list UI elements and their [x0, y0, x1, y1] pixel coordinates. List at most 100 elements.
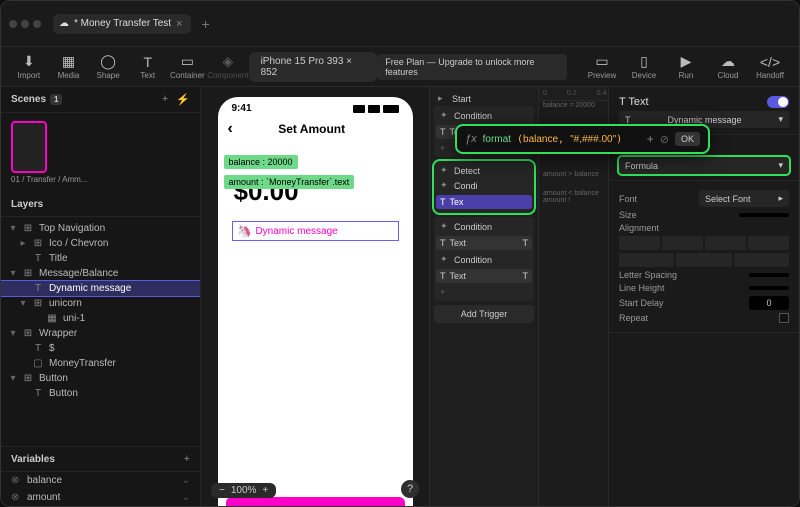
layer-row[interactable]: ▸⊞Ico / Chevron: [1, 236, 200, 251]
layer-row[interactable]: ▾⊞Top Navigation: [1, 221, 200, 236]
clear-icon[interactable]: ⊘: [660, 133, 669, 146]
run-tool[interactable]: ▶Run: [665, 54, 707, 80]
help-button[interactable]: ?: [401, 480, 419, 498]
variables-title: Variables: [11, 454, 55, 465]
visibility-toggle[interactable]: [767, 96, 789, 108]
repeat-checkbox[interactable]: [779, 313, 789, 323]
layer-row[interactable]: TTitle: [1, 251, 200, 266]
add-tab-button[interactable]: +: [197, 15, 215, 33]
alignment-label: Alignment: [619, 223, 659, 233]
layer-row[interactable]: ▦uni-1: [1, 311, 200, 326]
variable-row[interactable]: ⊗balance⌄: [1, 472, 200, 489]
font-label: Font: [619, 194, 637, 204]
layer-row[interactable]: ▾⊞Button: [1, 371, 200, 386]
scenes-count: 1: [50, 94, 62, 105]
upgrade-banner[interactable]: Free Plan — Upgrade to unlock more featu…: [377, 54, 567, 80]
layer-row[interactable]: TButton: [1, 386, 200, 401]
scene-thumb[interactable]: 01 / Transfer / Amm...: [11, 121, 190, 185]
preview-tool[interactable]: ▭Preview: [581, 54, 623, 80]
unicorn-icon: 🦄: [237, 224, 252, 238]
layer-row[interactable]: TDynamic message: [1, 281, 200, 296]
fx-icon: ƒx: [465, 133, 477, 145]
zoom-value: 100%: [231, 485, 257, 496]
start-delay-label: Start Delay: [619, 298, 664, 308]
close-tab-icon[interactable]: ×: [176, 18, 182, 30]
content-mode-dropdown[interactable]: Formula▾: [619, 157, 789, 174]
letter-spacing-field[interactable]: [749, 273, 789, 277]
page-top: ‹ Set Amount: [218, 116, 413, 146]
continue-button[interactable]: Continue: [226, 497, 405, 506]
add-variable-icon[interactable]: +: [184, 453, 190, 465]
component-tool[interactable]: ◈Component: [207, 54, 248, 80]
layer-row[interactable]: T$: [1, 341, 200, 356]
phone-frame: 9:41 ‹ Set Amount balance : 20000 amount…: [218, 97, 413, 506]
layer-row[interactable]: ▢MoneyTransfer: [1, 356, 200, 371]
document-tab[interactable]: ☁ * Money Transfer Test ×: [53, 14, 191, 34]
layer-row[interactable]: ▾⊞Message/Balance: [1, 266, 200, 281]
zoom-control[interactable]: − 100% +: [211, 483, 276, 498]
ok-button[interactable]: OK: [675, 132, 700, 146]
cloud-tool[interactable]: ☁Cloud: [707, 54, 749, 80]
font-selector[interactable]: Select Font▸: [699, 190, 789, 207]
device-selector[interactable]: iPhone 15 Pro 393 × 852: [249, 52, 378, 82]
variable-row[interactable]: ⊗amount⌄: [1, 489, 200, 506]
traffic-lights[interactable]: [9, 20, 41, 28]
size-field[interactable]: [739, 213, 789, 217]
dynamic-message-element[interactable]: 🦄 Dynamic message: [232, 221, 399, 241]
scene-thumb-box: [11, 121, 47, 173]
zoom-in-icon[interactable]: +: [262, 485, 268, 496]
overlay-balance: balance : 20000: [224, 155, 298, 169]
device-preview-tool[interactable]: ▯Device: [623, 54, 665, 80]
toolbar: ⬇Import ▦Media ◯Shape TText ▭Container ◈…: [1, 47, 799, 87]
alignment-segment[interactable]: [619, 236, 789, 250]
layers-list: ▾⊞Top Navigation▸⊞Ico / ChevronTTitle▾⊞M…: [1, 217, 200, 446]
start-delay-field[interactable]: 0: [749, 296, 789, 310]
trigger-block-selected[interactable]: ✦Detect ✦Condi TTex: [434, 161, 534, 213]
layer-row[interactable]: ▾⊞unicorn: [1, 296, 200, 311]
battery-icon: [383, 105, 399, 113]
timeline-note: balance = 20000: [539, 101, 608, 110]
wifi-icon: [368, 105, 380, 113]
add-arg-icon[interactable]: +: [647, 132, 654, 146]
layer-row[interactable]: ▾⊞Wrapper: [1, 326, 200, 341]
container-tool[interactable]: ▭Container: [168, 54, 208, 80]
add-scene-icon[interactable]: +: [162, 93, 168, 106]
letter-spacing-label: Letter Spacing: [619, 270, 677, 280]
signal-icon: [353, 105, 365, 113]
statusbar-time: 9:41: [232, 103, 252, 114]
scenes-title: Scenes: [11, 94, 46, 105]
shape-tool[interactable]: ◯Shape: [88, 54, 128, 80]
variables-panel: Variables + ⊗balance⌄⊗amount⌄: [1, 446, 200, 506]
timeline-ruler: 00.20.4: [539, 87, 608, 101]
formula-editor-popup[interactable]: ƒx format (balance, "#,###.00") + ⊘ OK: [455, 124, 710, 154]
line-height-label: Line Height: [619, 283, 665, 293]
canvas[interactable]: 9:41 ‹ Set Amount balance : 20000 amount…: [201, 87, 429, 506]
media-tool[interactable]: ▦Media: [49, 54, 89, 80]
tab-title: * Money Transfer Test: [74, 18, 171, 29]
layers-title: Layers: [11, 199, 43, 210]
start-trigger[interactable]: ▸Start: [434, 91, 534, 106]
import-tool[interactable]: ⬇Import: [9, 54, 49, 80]
zoom-out-icon[interactable]: −: [219, 485, 225, 496]
scenes-header: Scenes 1 + ⚡: [1, 87, 200, 113]
layers-header: Layers: [1, 193, 200, 217]
repeat-label: Repeat: [619, 313, 648, 323]
line-height-field[interactable]: [749, 286, 789, 290]
formula-code[interactable]: format (balance, "#,###.00"): [483, 134, 641, 145]
page-title: Set Amount: [233, 122, 391, 136]
valign-segment[interactable]: [619, 253, 789, 267]
app-window: ☁ * Money Transfer Test × + ⬇Import ▦Med…: [0, 0, 800, 507]
left-panel: Scenes 1 + ⚡ 01 / Transfer / Amm... Layers…: [1, 87, 201, 506]
bolt-icon[interactable]: ⚡: [176, 93, 190, 106]
trigger-block[interactable]: ✦Condition TTextT ✦Condition TTextT +: [434, 217, 534, 301]
add-trigger-button[interactable]: Add Trigger: [434, 305, 534, 323]
handoff-tool[interactable]: </>Handoff: [749, 54, 791, 80]
topbar: ☁ * Money Transfer Test × +: [1, 1, 799, 47]
text-tool[interactable]: TText: [128, 54, 168, 80]
phone-statusbar: 9:41: [218, 97, 413, 116]
size-label: Size: [619, 210, 637, 220]
cloud-icon: ☁: [59, 18, 69, 29]
window-tabs: ☁ * Money Transfer Test × +: [1, 1, 215, 46]
timeline-note: amount < balance amount !: [539, 189, 608, 205]
timeline-note: amount > balance: [539, 170, 608, 179]
